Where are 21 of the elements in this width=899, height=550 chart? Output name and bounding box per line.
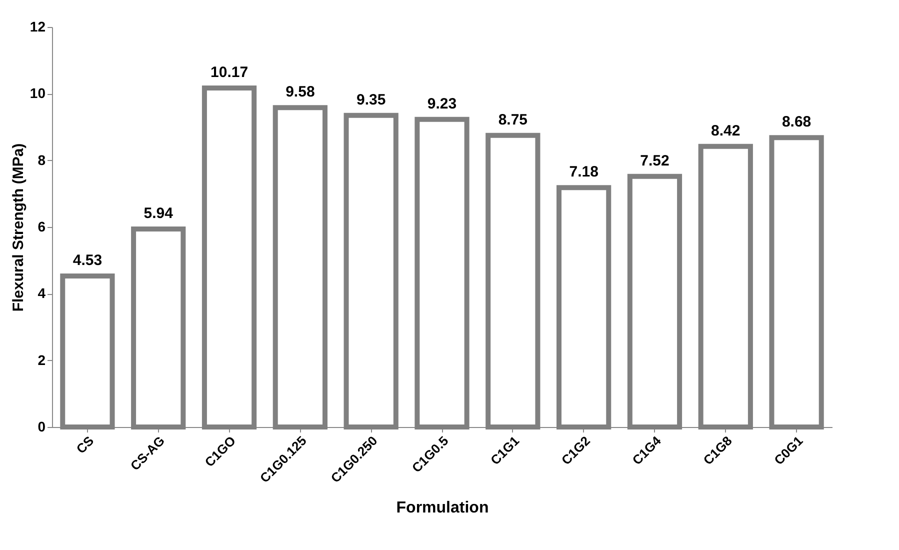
- y-tick-label: 12: [30, 18, 46, 34]
- y-tick-label: 2: [38, 352, 46, 368]
- y-tick-label: 8: [38, 152, 46, 168]
- data-label: 5.94: [144, 205, 174, 222]
- x-tick-label: CS: [73, 432, 97, 456]
- y-tick-label: 10: [30, 85, 46, 102]
- data-label: 9.58: [286, 84, 315, 101]
- data-label: 7.52: [640, 152, 670, 170]
- data-label: 9.35: [356, 91, 386, 108]
- y-axis-title: Flexural Strength (MPa): [10, 143, 27, 312]
- data-label: 4.53: [72, 252, 102, 269]
- data-label: 7.18: [569, 164, 598, 181]
- data-label: 10.17: [210, 64, 248, 81]
- x-axis-title: Formulation: [396, 500, 489, 517]
- data-label: 8.68: [782, 114, 812, 131]
- data-label: 8.75: [498, 111, 528, 128]
- data-label: 9.23: [427, 95, 457, 112]
- y-tick-label: 4: [38, 285, 46, 302]
- data-label: 8.42: [711, 122, 740, 140]
- y-tick-label: 0: [38, 418, 46, 434]
- y-tick-label: 6: [38, 218, 46, 234]
